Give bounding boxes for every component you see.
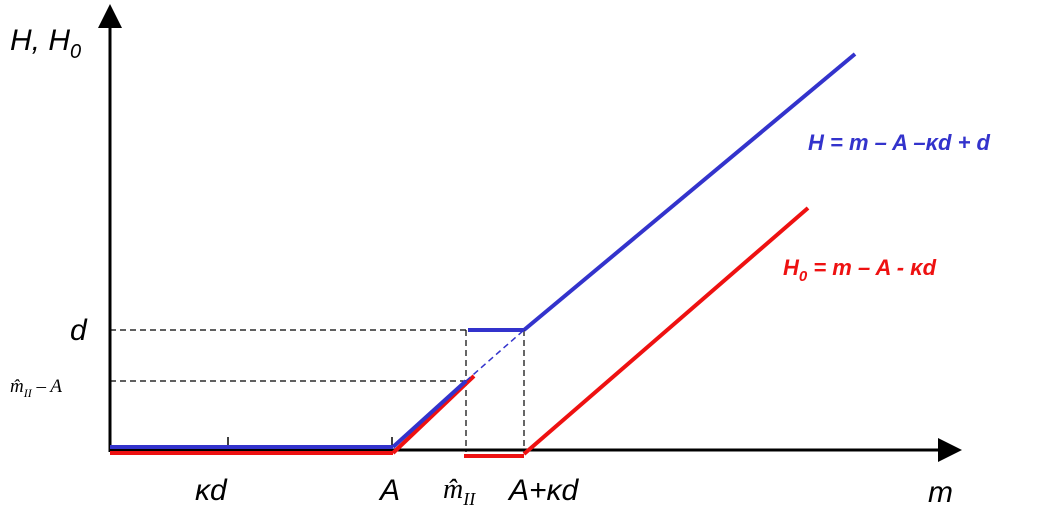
- x-axis-label: m: [928, 476, 953, 508]
- y-tick-d: d: [70, 314, 88, 347]
- x-tick-kd: κd: [195, 474, 228, 507]
- label-H-equation: H = m – A –κd + d: [808, 130, 991, 155]
- y-axis-label: H, H0: [10, 24, 81, 63]
- h-dashed-segment: [465, 329, 525, 382]
- guide-lines: [110, 329, 525, 452]
- curve-H0: [110, 206, 810, 458]
- y-tick-mhat-minus-A: m̂II – A: [10, 376, 62, 400]
- h-upper-segment: [522, 52, 857, 332]
- h0-upper-segment: [522, 206, 810, 456]
- x-tick-mhat: m̂II: [443, 474, 476, 508]
- x-tick-Akd: A+κd: [507, 474, 580, 507]
- h-rising-segment: [391, 379, 468, 449]
- curve-H: [110, 52, 857, 449]
- h0-rising-segment: [391, 374, 476, 455]
- x-tick-A: A: [378, 474, 400, 507]
- label-H0-equation: H0 = m – A - κd: [783, 255, 937, 285]
